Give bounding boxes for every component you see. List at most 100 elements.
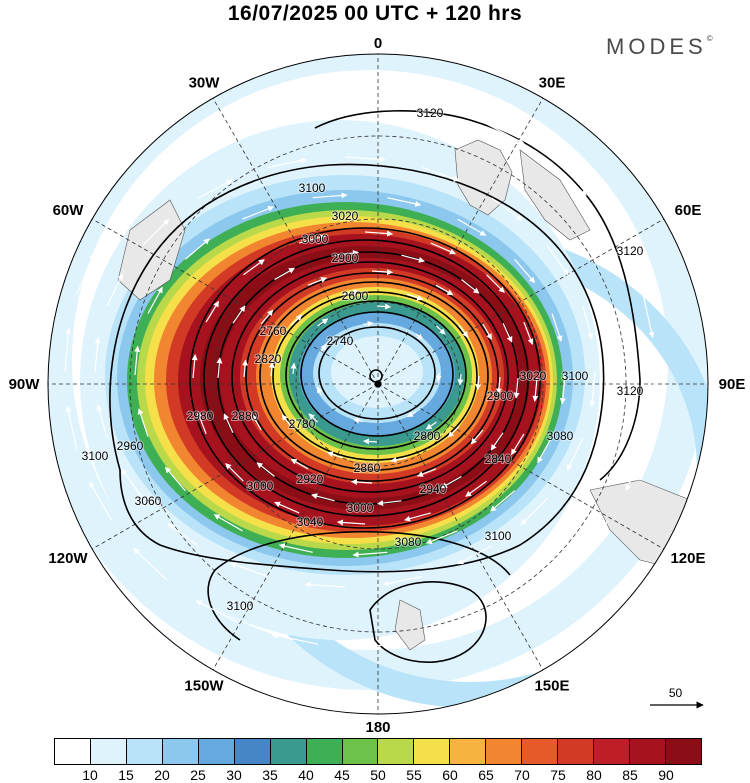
wind-arrow bbox=[490, 432, 504, 451]
height-contours bbox=[109, 110, 641, 663]
colorbar-tick: 15 bbox=[118, 767, 134, 783]
longitude-label: 60W bbox=[53, 202, 85, 219]
longitude-label: 180 bbox=[365, 719, 390, 736]
wind-arrow bbox=[457, 373, 464, 386]
longitude-label: 30W bbox=[189, 75, 221, 92]
wind-arrow bbox=[514, 579, 554, 607]
wind-arrow bbox=[559, 374, 566, 405]
wind-arrow bbox=[351, 478, 373, 485]
colorbar-cell bbox=[198, 739, 235, 764]
meridian-line bbox=[377, 383, 544, 670]
wind-arrow bbox=[290, 362, 297, 375]
wind-arrow bbox=[271, 632, 319, 645]
meridian-line bbox=[377, 383, 664, 550]
wind-arrow bbox=[267, 157, 308, 169]
contour-label: 2880 bbox=[232, 409, 259, 423]
wind-arrow bbox=[311, 493, 335, 502]
contour-label: 2860 bbox=[354, 461, 381, 475]
wind-arrow bbox=[447, 426, 460, 438]
wind-arrow bbox=[354, 643, 403, 650]
colorbar-tick: 75 bbox=[550, 767, 566, 783]
wind-arrow bbox=[514, 258, 536, 284]
meridian-line bbox=[212, 383, 379, 670]
contour-label: 2780 bbox=[289, 417, 316, 431]
contour-labels: 3120 3100 3120 3100 3120 3100 3080 3100 3100 3060… bbox=[81, 105, 645, 614]
brand-name: MODES bbox=[606, 34, 707, 59]
wind-arrow bbox=[94, 337, 101, 373]
wind-arrow bbox=[523, 321, 534, 345]
reference-vector: 50 bbox=[648, 686, 708, 712]
colorbar-tick: 25 bbox=[190, 767, 206, 783]
brand-logo: MODES© bbox=[606, 34, 713, 60]
wind-arrow bbox=[134, 345, 141, 376]
wind-arrow bbox=[164, 466, 186, 492]
wind-arrow bbox=[482, 323, 493, 340]
contour-label: 2980 bbox=[187, 409, 214, 423]
wind-arrow bbox=[111, 187, 141, 224]
wind-arrow bbox=[546, 245, 569, 276]
contour-label: 2800 bbox=[414, 429, 441, 443]
wind-arrow bbox=[441, 475, 462, 489]
wind-arrow bbox=[425, 530, 458, 544]
colorbar-tick: 60 bbox=[442, 767, 458, 783]
wind-arrow bbox=[237, 105, 283, 123]
contour-label: 2840 bbox=[485, 452, 512, 466]
wind-arrow bbox=[387, 197, 422, 207]
contour-label: 3080 bbox=[547, 429, 574, 443]
contour-label: 3000 bbox=[247, 479, 274, 493]
wind-arrow bbox=[274, 501, 300, 514]
wind-arrow bbox=[513, 377, 520, 399]
wind-arrow bbox=[196, 411, 207, 435]
wind-arrow bbox=[520, 497, 548, 525]
colorbar-cell bbox=[486, 739, 523, 764]
wind-arrow bbox=[76, 252, 95, 295]
wind-arrow bbox=[430, 242, 456, 255]
wind-arrow bbox=[230, 562, 268, 578]
contour-label: 3080 bbox=[395, 535, 422, 549]
wind-arrow bbox=[415, 333, 424, 340]
wind-vectors bbox=[64, 94, 656, 650]
wind-arrow bbox=[461, 279, 480, 294]
colorbar-cell bbox=[558, 739, 595, 764]
wind-arrow bbox=[342, 289, 360, 295]
colorbar-cell bbox=[55, 739, 91, 764]
map-border bbox=[47, 53, 709, 715]
colorbar-cell bbox=[378, 739, 415, 764]
wind-arrow bbox=[290, 458, 309, 470]
wind-arrow bbox=[582, 305, 594, 340]
wind-arrow bbox=[607, 223, 631, 263]
contour-label: 3100 bbox=[485, 529, 512, 543]
wind-arrow bbox=[435, 284, 454, 296]
longitude-label: 150W bbox=[184, 677, 224, 694]
wind-arrow bbox=[353, 417, 364, 424]
contour-label: 3040 bbox=[297, 515, 324, 529]
colorbar-cell bbox=[665, 739, 701, 764]
wind-arrow bbox=[457, 218, 487, 236]
colorbar-cell bbox=[270, 739, 307, 764]
wind-arrow bbox=[566, 438, 584, 471]
wind-arrow bbox=[390, 457, 408, 463]
colorbar-cell bbox=[234, 739, 271, 764]
longitude-label: 150E bbox=[534, 677, 569, 694]
wind-arrow bbox=[197, 179, 233, 199]
contour-label: 2820 bbox=[255, 352, 282, 366]
wind-arrow bbox=[243, 259, 265, 276]
colorbar-cell bbox=[630, 739, 666, 764]
wind-arrow bbox=[404, 512, 431, 522]
contour-label: 2900 bbox=[487, 389, 514, 403]
wind-arrow bbox=[195, 600, 238, 623]
contour-label: 2900 bbox=[332, 251, 359, 265]
wind-arrow bbox=[435, 325, 446, 335]
wind-arrow bbox=[625, 449, 644, 492]
colorbar-cell bbox=[342, 739, 379, 764]
wind-arrow bbox=[502, 323, 513, 343]
colorbar-cell bbox=[414, 739, 451, 764]
wind-arrow bbox=[251, 414, 262, 431]
wind-arrow bbox=[242, 206, 275, 220]
wind-arrow bbox=[274, 267, 295, 281]
wind-arrow bbox=[225, 463, 244, 482]
wind-arrow bbox=[256, 462, 275, 477]
wind-arrow bbox=[242, 359, 249, 378]
wind-arrow bbox=[317, 94, 366, 101]
wind-arrow bbox=[312, 192, 348, 199]
